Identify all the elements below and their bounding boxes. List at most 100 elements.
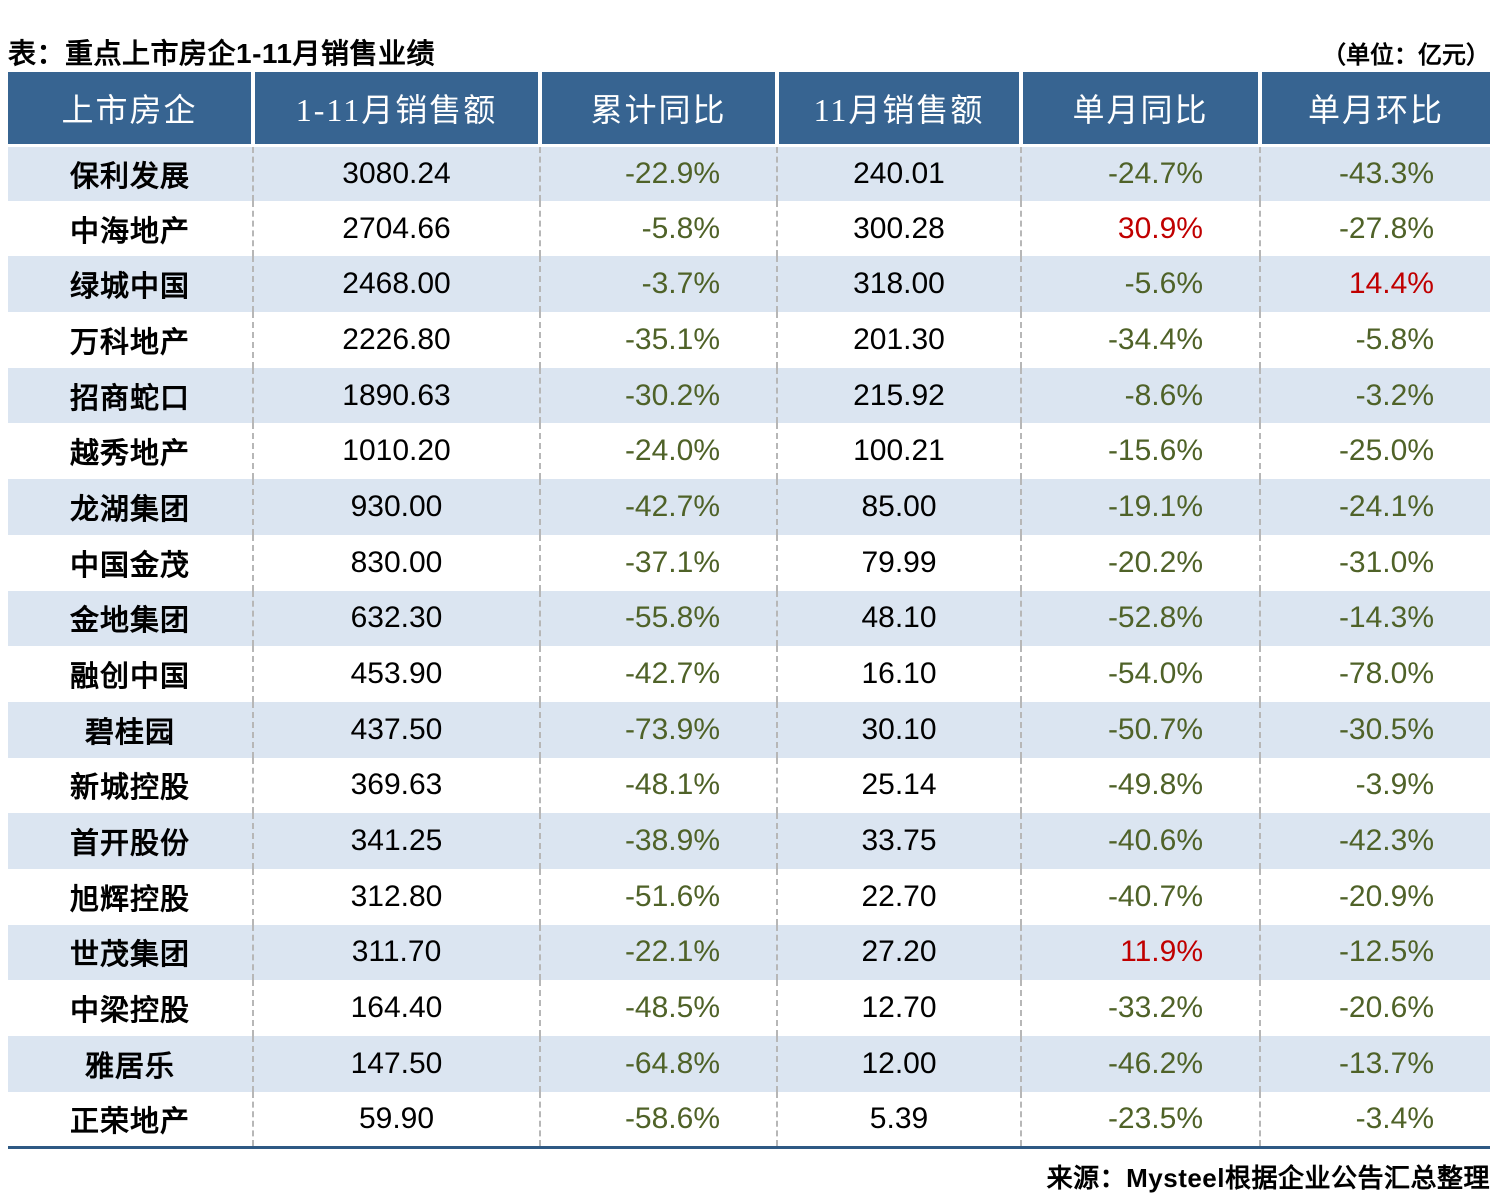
nov-yoy-cell: -24.7%	[1020, 145, 1260, 201]
header-row: 上市房企 1-11月销售额 累计同比 11月销售额 单月同比 单月环比	[8, 72, 1490, 147]
cum-yoy-cell: -24.0%	[539, 423, 777, 480]
cum-yoy-cell: -35.1%	[539, 312, 777, 368]
nov-mom-cell: 14.4%	[1259, 256, 1490, 313]
nov-sales-cell: 79.99	[776, 534, 1021, 591]
table-row: 中梁控股 164.40 -48.5% 12.70 -33.2% -20.6%	[8, 980, 1490, 1036]
cum-yoy-cell: -48.5%	[539, 980, 777, 1036]
cum-sales-cell: 3080.24	[252, 145, 540, 201]
company-cell: 雅居乐	[84, 1050, 175, 1083]
table-row: 碧桂园 437.50 -73.9% 30.10 -50.7% -30.5%	[8, 701, 1490, 758]
cum-sales-cell: 1010.20	[252, 423, 540, 480]
nov-sales-cell: 12.70	[776, 980, 1021, 1036]
nov-mom-cell: -78.0%	[1259, 646, 1490, 702]
nov-sales-cell: 201.30	[776, 312, 1021, 368]
nov-mom-cell: -30.5%	[1259, 701, 1490, 758]
cum-yoy-cell: -55.8%	[539, 590, 777, 647]
table-row: 万科地产 2226.80 -35.1% 201.30 -34.4% -5.8%	[8, 312, 1490, 368]
table-row: 世茂集团 311.70 -22.1% 27.20 11.9% -12.5%	[8, 924, 1490, 981]
nov-yoy-cell: -54.0%	[1020, 646, 1260, 702]
company-cell: 保利发展	[69, 160, 190, 193]
cum-yoy-cell: -3.7%	[539, 256, 777, 313]
table-row: 金地集团 632.30 -55.8% 48.10 -52.8% -14.3%	[8, 590, 1490, 647]
nov-mom-cell: -43.3%	[1259, 145, 1490, 201]
cum-yoy-cell: -58.6%	[539, 1091, 777, 1148]
nov-mom-cell: -3.4%	[1259, 1091, 1490, 1148]
column-header-cum-sales: 1-11月销售额	[251, 72, 540, 147]
table-header: 上市房企 1-11月销售额 累计同比 11月销售额 单月同比 单月环比	[8, 72, 1490, 147]
source-note: 来源：Mysteel根据企业公告汇总整理	[1046, 1162, 1490, 1193]
nov-yoy-cell: -5.6%	[1020, 256, 1260, 313]
column-header-company: 上市房企	[8, 72, 253, 147]
nov-yoy-cell: -19.1%	[1020, 479, 1260, 535]
cum-sales-cell: 312.80	[252, 868, 540, 925]
company-cell: 中海地产	[69, 215, 190, 248]
company-cell: 新城控股	[69, 772, 190, 805]
cum-yoy-cell: -42.7%	[539, 479, 777, 535]
company-cell: 金地集团	[69, 605, 190, 638]
nov-sales-cell: 12.00	[776, 1036, 1021, 1092]
nov-sales-cell: 16.10	[776, 646, 1021, 702]
company-cell: 融创中国	[69, 661, 190, 694]
cum-yoy-cell: -42.7%	[539, 646, 777, 702]
nov-yoy-cell: 11.9%	[1020, 924, 1260, 981]
cum-sales-cell: 147.50	[252, 1036, 540, 1092]
nov-mom-cell: -31.0%	[1259, 534, 1490, 591]
company-cell: 越秀地产	[69, 438, 190, 471]
cum-sales-cell: 632.30	[252, 590, 540, 647]
cum-sales-cell: 437.50	[252, 701, 540, 758]
nov-yoy-cell: -23.5%	[1020, 1091, 1260, 1148]
cum-sales-cell: 1890.63	[252, 367, 540, 424]
nov-sales-cell: 30.10	[776, 701, 1021, 758]
nov-mom-cell: -5.8%	[1259, 312, 1490, 368]
table-row: 融创中国 453.90 -42.7% 16.10 -54.0% -78.0%	[8, 646, 1490, 702]
cum-yoy-cell: -38.9%	[539, 813, 777, 869]
cum-yoy-cell: -73.9%	[539, 701, 777, 758]
column-header-nov-sales: 11月销售额	[775, 72, 1021, 147]
table-row: 保利发展 3080.24 -22.9% 240.01 -24.7% -43.3%	[8, 145, 1490, 201]
table-row: 首开股份 341.25 -38.9% 33.75 -40.6% -42.3%	[8, 813, 1490, 869]
nov-yoy-cell: -50.7%	[1020, 701, 1260, 758]
company-cell: 绿城中国	[69, 271, 190, 304]
cum-yoy-cell: -22.1%	[539, 924, 777, 981]
nov-mom-cell: -20.9%	[1259, 868, 1490, 925]
nov-mom-cell: -42.3%	[1259, 813, 1490, 869]
cum-sales-cell: 830.00	[252, 534, 540, 591]
cum-sales-cell: 2226.80	[252, 312, 540, 368]
company-cell: 龙湖集团	[69, 493, 190, 526]
nov-mom-cell: -24.1%	[1259, 479, 1490, 535]
company-cell: 碧桂园	[84, 716, 175, 749]
company-cell: 招商蛇口	[69, 382, 190, 415]
company-cell: 万科地产	[69, 326, 190, 359]
cum-sales-cell: 453.90	[252, 646, 540, 702]
table-row: 新城控股 369.63 -48.1% 25.14 -49.8% -3.9%	[8, 757, 1490, 814]
cum-yoy-cell: -64.8%	[539, 1036, 777, 1092]
cum-sales-cell: 164.40	[252, 980, 540, 1036]
cum-sales-cell: 59.90	[252, 1091, 540, 1148]
cum-yoy-cell: -37.1%	[539, 534, 777, 591]
column-header-cum-yoy: 累计同比	[538, 72, 777, 147]
nov-mom-cell: -14.3%	[1259, 590, 1490, 647]
nov-yoy-cell: -33.2%	[1020, 980, 1260, 1036]
table-row: 雅居乐 147.50 -64.8% 12.00 -46.2% -13.7%	[8, 1036, 1490, 1092]
nov-sales-cell: 100.21	[776, 423, 1021, 480]
nov-yoy-cell: -8.6%	[1020, 367, 1260, 424]
nov-mom-cell: -13.7%	[1259, 1036, 1490, 1092]
company-cell: 正荣地产	[69, 1105, 190, 1138]
nov-sales-cell: 215.92	[776, 367, 1021, 424]
nov-mom-cell: -3.2%	[1259, 367, 1490, 424]
column-header-nov-mom: 单月环比	[1258, 72, 1490, 147]
nov-sales-cell: 5.39	[776, 1091, 1021, 1148]
unit-note: （单位：亿元）	[1322, 42, 1490, 69]
nov-yoy-cell: -34.4%	[1020, 312, 1260, 368]
table-caption-bar: 表：重点上市房企1-11月销售业绩 （单位：亿元）	[0, 0, 1498, 72]
nov-sales-cell: 48.10	[776, 590, 1021, 647]
nov-mom-cell: -12.5%	[1259, 924, 1490, 981]
sales-table: 上市房企 1-11月销售额 累计同比 11月销售额 单月同比 单月环比 保利发展…	[8, 72, 1490, 1149]
nov-yoy-cell: -40.7%	[1020, 868, 1260, 925]
nov-yoy-cell: -46.2%	[1020, 1036, 1260, 1092]
table-row: 龙湖集团 930.00 -42.7% 85.00 -19.1% -24.1%	[8, 479, 1490, 535]
cum-sales-cell: 341.25	[252, 813, 540, 869]
nov-yoy-cell: -15.6%	[1020, 423, 1260, 480]
nov-mom-cell: -3.9%	[1259, 757, 1490, 814]
cum-sales-cell: 2468.00	[252, 256, 540, 313]
